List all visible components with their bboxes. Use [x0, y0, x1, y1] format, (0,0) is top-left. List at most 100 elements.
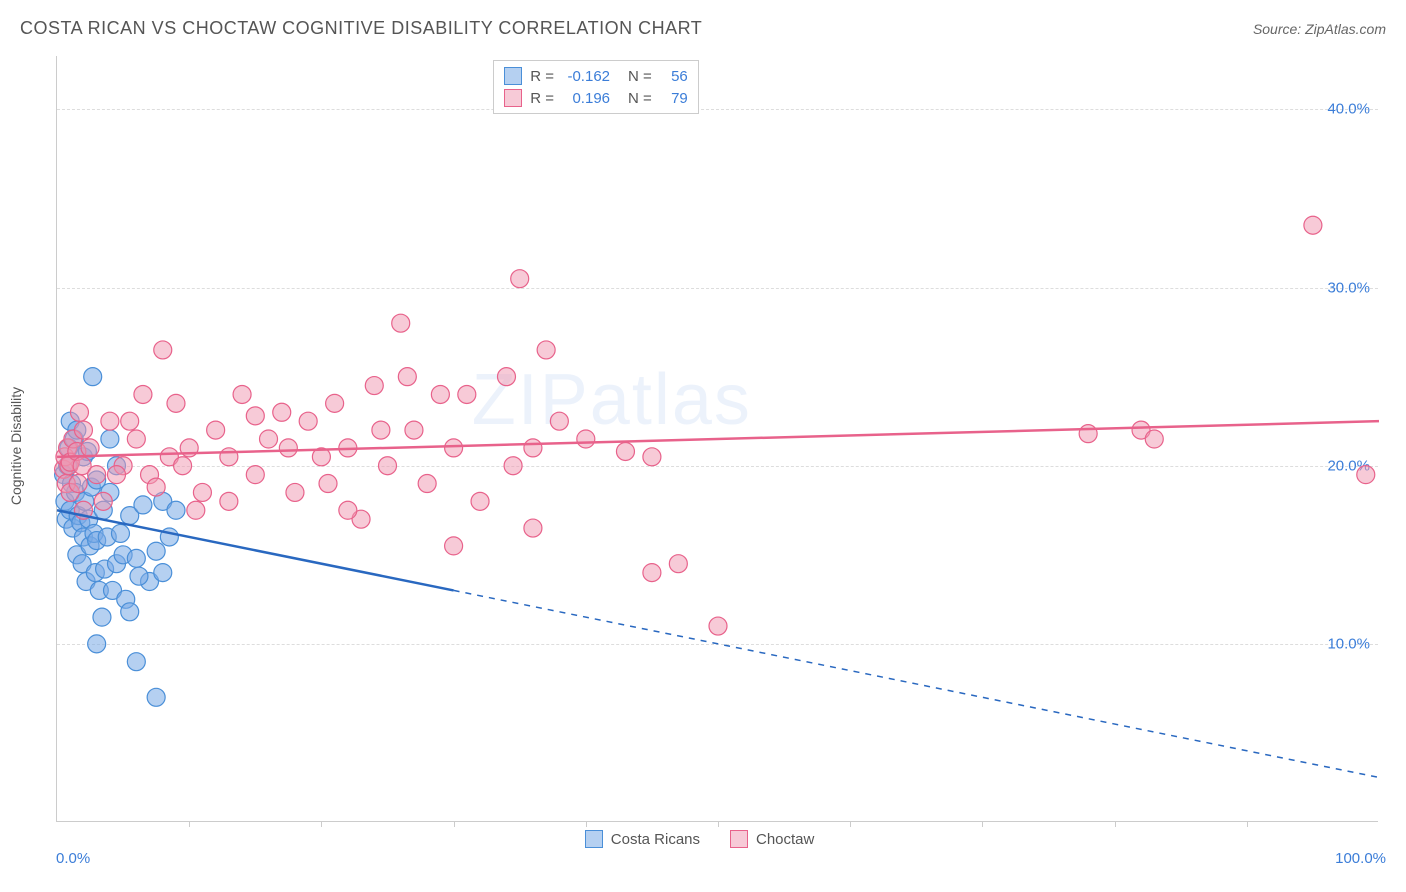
- choctaw-point: [537, 341, 555, 359]
- x-tick: [718, 821, 719, 827]
- chart-title: COSTA RICAN VS CHOCTAW COGNITIVE DISABIL…: [20, 18, 702, 39]
- choctaw-point: [233, 385, 251, 403]
- source-prefix: Source:: [1253, 21, 1305, 37]
- choctaw-point: [74, 421, 92, 439]
- x-tick: [850, 821, 851, 827]
- r-label: R =: [530, 90, 554, 107]
- scatter-chart-svg: [57, 56, 1378, 821]
- choctaw-point: [497, 368, 515, 386]
- choctaw-point: [127, 430, 145, 448]
- choctaw-point: [1145, 430, 1163, 448]
- n-label: N =: [628, 90, 652, 107]
- choctaw-point: [405, 421, 423, 439]
- costa_ricans-point: [147, 688, 165, 706]
- choctaw-legend-swatch: [730, 830, 748, 848]
- choctaw-point: [81, 439, 99, 457]
- x-axis-max-label: 100.0%: [1335, 850, 1386, 867]
- choctaw-point: [524, 519, 542, 537]
- series-legend: Costa Ricans Choctaw: [585, 830, 815, 848]
- choctaw-point: [220, 492, 238, 510]
- costa_ricans-regression-extension: [454, 590, 1379, 777]
- choctaw-point: [134, 385, 152, 403]
- n-value: 56: [660, 68, 688, 85]
- r-value: 0.196: [562, 90, 610, 107]
- choctaw-swatch: [504, 89, 522, 107]
- choctaw-point: [101, 412, 119, 430]
- choctaw-point: [193, 483, 211, 501]
- x-tick: [586, 821, 587, 827]
- choctaw-point: [187, 501, 205, 519]
- source-attribution: Source: ZipAtlas.com: [1253, 21, 1386, 37]
- choctaw-point: [643, 448, 661, 466]
- costa_ricans-point: [111, 524, 129, 542]
- r-value: -0.162: [562, 68, 610, 85]
- choctaw-point: [207, 421, 225, 439]
- choctaw-legend-label: Choctaw: [756, 831, 814, 848]
- choctaw-point: [326, 394, 344, 412]
- source-name: ZipAtlas.com: [1305, 21, 1386, 37]
- costa_ricans-point: [147, 542, 165, 560]
- choctaw-point: [88, 466, 106, 484]
- costa_ricans-point: [93, 608, 111, 626]
- choctaw-point: [147, 478, 165, 496]
- n-value: 79: [660, 90, 688, 107]
- choctaw-point: [372, 421, 390, 439]
- choctaw-point: [643, 564, 661, 582]
- choctaw-point: [524, 439, 542, 457]
- choctaw-point: [365, 377, 383, 395]
- choctaw-point: [445, 439, 463, 457]
- chart-header: COSTA RICAN VS CHOCTAW COGNITIVE DISABIL…: [20, 18, 1386, 39]
- choctaw-point: [273, 403, 291, 421]
- choctaw-point: [1304, 216, 1322, 234]
- choctaw-point: [577, 430, 595, 448]
- costa_ricans-swatch: [504, 67, 522, 85]
- choctaw-point: [319, 475, 337, 493]
- choctaw-point: [398, 368, 416, 386]
- costa_ricans-point: [154, 564, 172, 582]
- choctaw-point: [220, 448, 238, 466]
- x-tick: [1247, 821, 1248, 827]
- choctaw-point: [1079, 425, 1097, 443]
- choctaw-point: [1357, 466, 1375, 484]
- costa_ricans-point: [167, 501, 185, 519]
- choctaw-point: [121, 412, 139, 430]
- choctaw-point: [616, 442, 634, 460]
- choctaw-point: [246, 466, 264, 484]
- legend-item-costa_ricans: Costa Ricans: [585, 830, 700, 848]
- legend-item-choctaw: Choctaw: [730, 830, 814, 848]
- stats-row-choctaw: R = 0.196 N = 79: [504, 87, 688, 109]
- x-axis-min-label: 0.0%: [56, 850, 90, 867]
- choctaw-point: [445, 537, 463, 555]
- choctaw-point: [279, 439, 297, 457]
- costa_ricans-point: [101, 430, 119, 448]
- x-tick: [1115, 821, 1116, 827]
- n-label: N =: [628, 68, 652, 85]
- choctaw-point: [94, 492, 112, 510]
- choctaw-point: [471, 492, 489, 510]
- plot-area: 10.0%20.0%30.0%40.0% ZIPatlas R =-0.162N…: [56, 56, 1378, 822]
- x-tick: [189, 821, 190, 827]
- costa_ricans-point: [134, 496, 152, 514]
- choctaw-point: [299, 412, 317, 430]
- choctaw-point: [260, 430, 278, 448]
- choctaw-point: [379, 457, 397, 475]
- choctaw-point: [174, 457, 192, 475]
- choctaw-point: [246, 407, 264, 425]
- choctaw-point: [550, 412, 568, 430]
- choctaw-point: [69, 475, 87, 493]
- costa_ricans-point: [121, 603, 139, 621]
- costa_ricans-point: [88, 635, 106, 653]
- choctaw-point: [339, 501, 357, 519]
- choctaw-point: [392, 314, 410, 332]
- choctaw-point: [431, 385, 449, 403]
- costa_ricans-point: [127, 549, 145, 567]
- choctaw-point: [709, 617, 727, 635]
- choctaw-point: [107, 466, 125, 484]
- costa_ricans-point: [130, 567, 148, 585]
- costa_ricans-point: [84, 368, 102, 386]
- stats-row-costa_ricans: R =-0.162N =56: [504, 65, 688, 87]
- choctaw-point: [458, 385, 476, 403]
- choctaw-point: [167, 394, 185, 412]
- choctaw-point: [511, 270, 529, 288]
- choctaw-point: [154, 341, 172, 359]
